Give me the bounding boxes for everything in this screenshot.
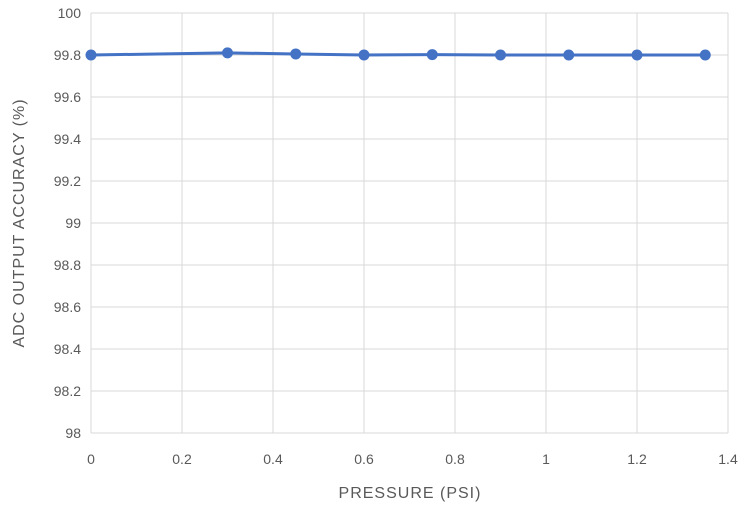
y-tick-label: 99.6 xyxy=(54,89,81,105)
y-axis-ticks: 98 98.2 98.4 98.6 98.8 99 99.2 99.4 99.6 99.8 100 xyxy=(54,5,81,441)
data-point xyxy=(495,49,506,61)
data-point xyxy=(699,49,711,61)
x-tick-label: 0 xyxy=(87,451,95,467)
data-point xyxy=(358,49,370,61)
y-tick-label: 98.2 xyxy=(54,383,81,399)
y-tick-label: 99.8 xyxy=(54,47,81,63)
y-tick-label: 98.6 xyxy=(54,299,81,315)
y-tick-label: 98.4 xyxy=(54,341,81,357)
data-point xyxy=(631,49,643,61)
grid xyxy=(90,12,729,434)
series-line xyxy=(90,51,706,57)
x-tick-label: 0.4 xyxy=(263,451,283,467)
y-axis-title: ADC OUTPUT ACCURACY (%) xyxy=(11,98,28,347)
x-axis-title: PRESSURE (PSI) xyxy=(339,485,482,502)
x-axis-ticks: 0 0.2 0.4 0.6 0.8 1 1.2 1.4 xyxy=(87,451,738,467)
x-tick-label: 1 xyxy=(542,451,550,467)
x-tick-label: 0.2 xyxy=(172,451,192,467)
x-tick-label: 1.4 xyxy=(718,451,738,467)
x-tick-label: 0.6 xyxy=(354,451,374,467)
y-tick-label: 100 xyxy=(58,5,82,21)
data-point xyxy=(290,48,302,60)
y-tick-label: 99.4 xyxy=(54,131,81,147)
data-point xyxy=(85,49,97,61)
data-point xyxy=(222,47,233,59)
data-point xyxy=(426,49,438,61)
y-tick-label: 98 xyxy=(65,425,81,441)
data-point xyxy=(563,49,575,61)
x-tick-label: 1.2 xyxy=(627,451,647,467)
y-tick-label: 99 xyxy=(65,215,81,231)
series xyxy=(85,47,711,61)
y-tick-label: 99.2 xyxy=(54,173,81,189)
x-tick-label: 0.8 xyxy=(445,451,465,467)
y-tick-label: 98.8 xyxy=(54,257,81,273)
